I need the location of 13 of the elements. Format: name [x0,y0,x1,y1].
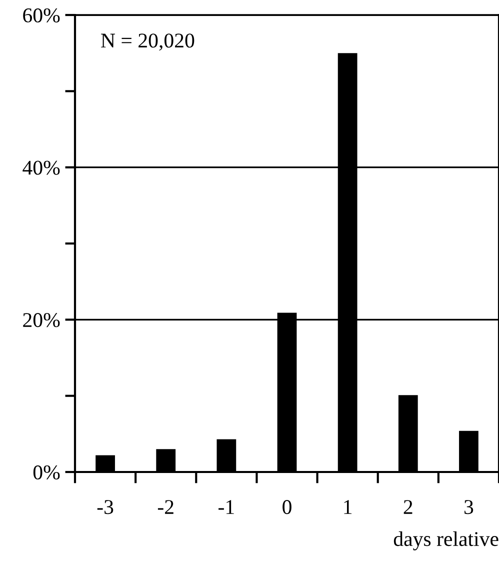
x-tick-label: 2 [404,500,412,514]
y-tick-label: 60% [23,8,60,22]
x-tick-label: -3 [97,500,114,514]
x-tick-label: 0 [282,500,292,514]
y-tick-label: 20% [23,313,60,328]
x-tick-label: 1 [344,500,352,514]
x-tick-label: 3 [464,500,474,514]
x-tick-label: -1 [218,500,234,514]
y-tick-label: 0% [33,465,60,480]
x-tick-label: -2 [158,500,174,514]
x-axis-title: days relative [394,531,498,550]
annotation: N = 20,020 [101,34,194,51]
y-tick-label: 40% [22,160,60,175]
